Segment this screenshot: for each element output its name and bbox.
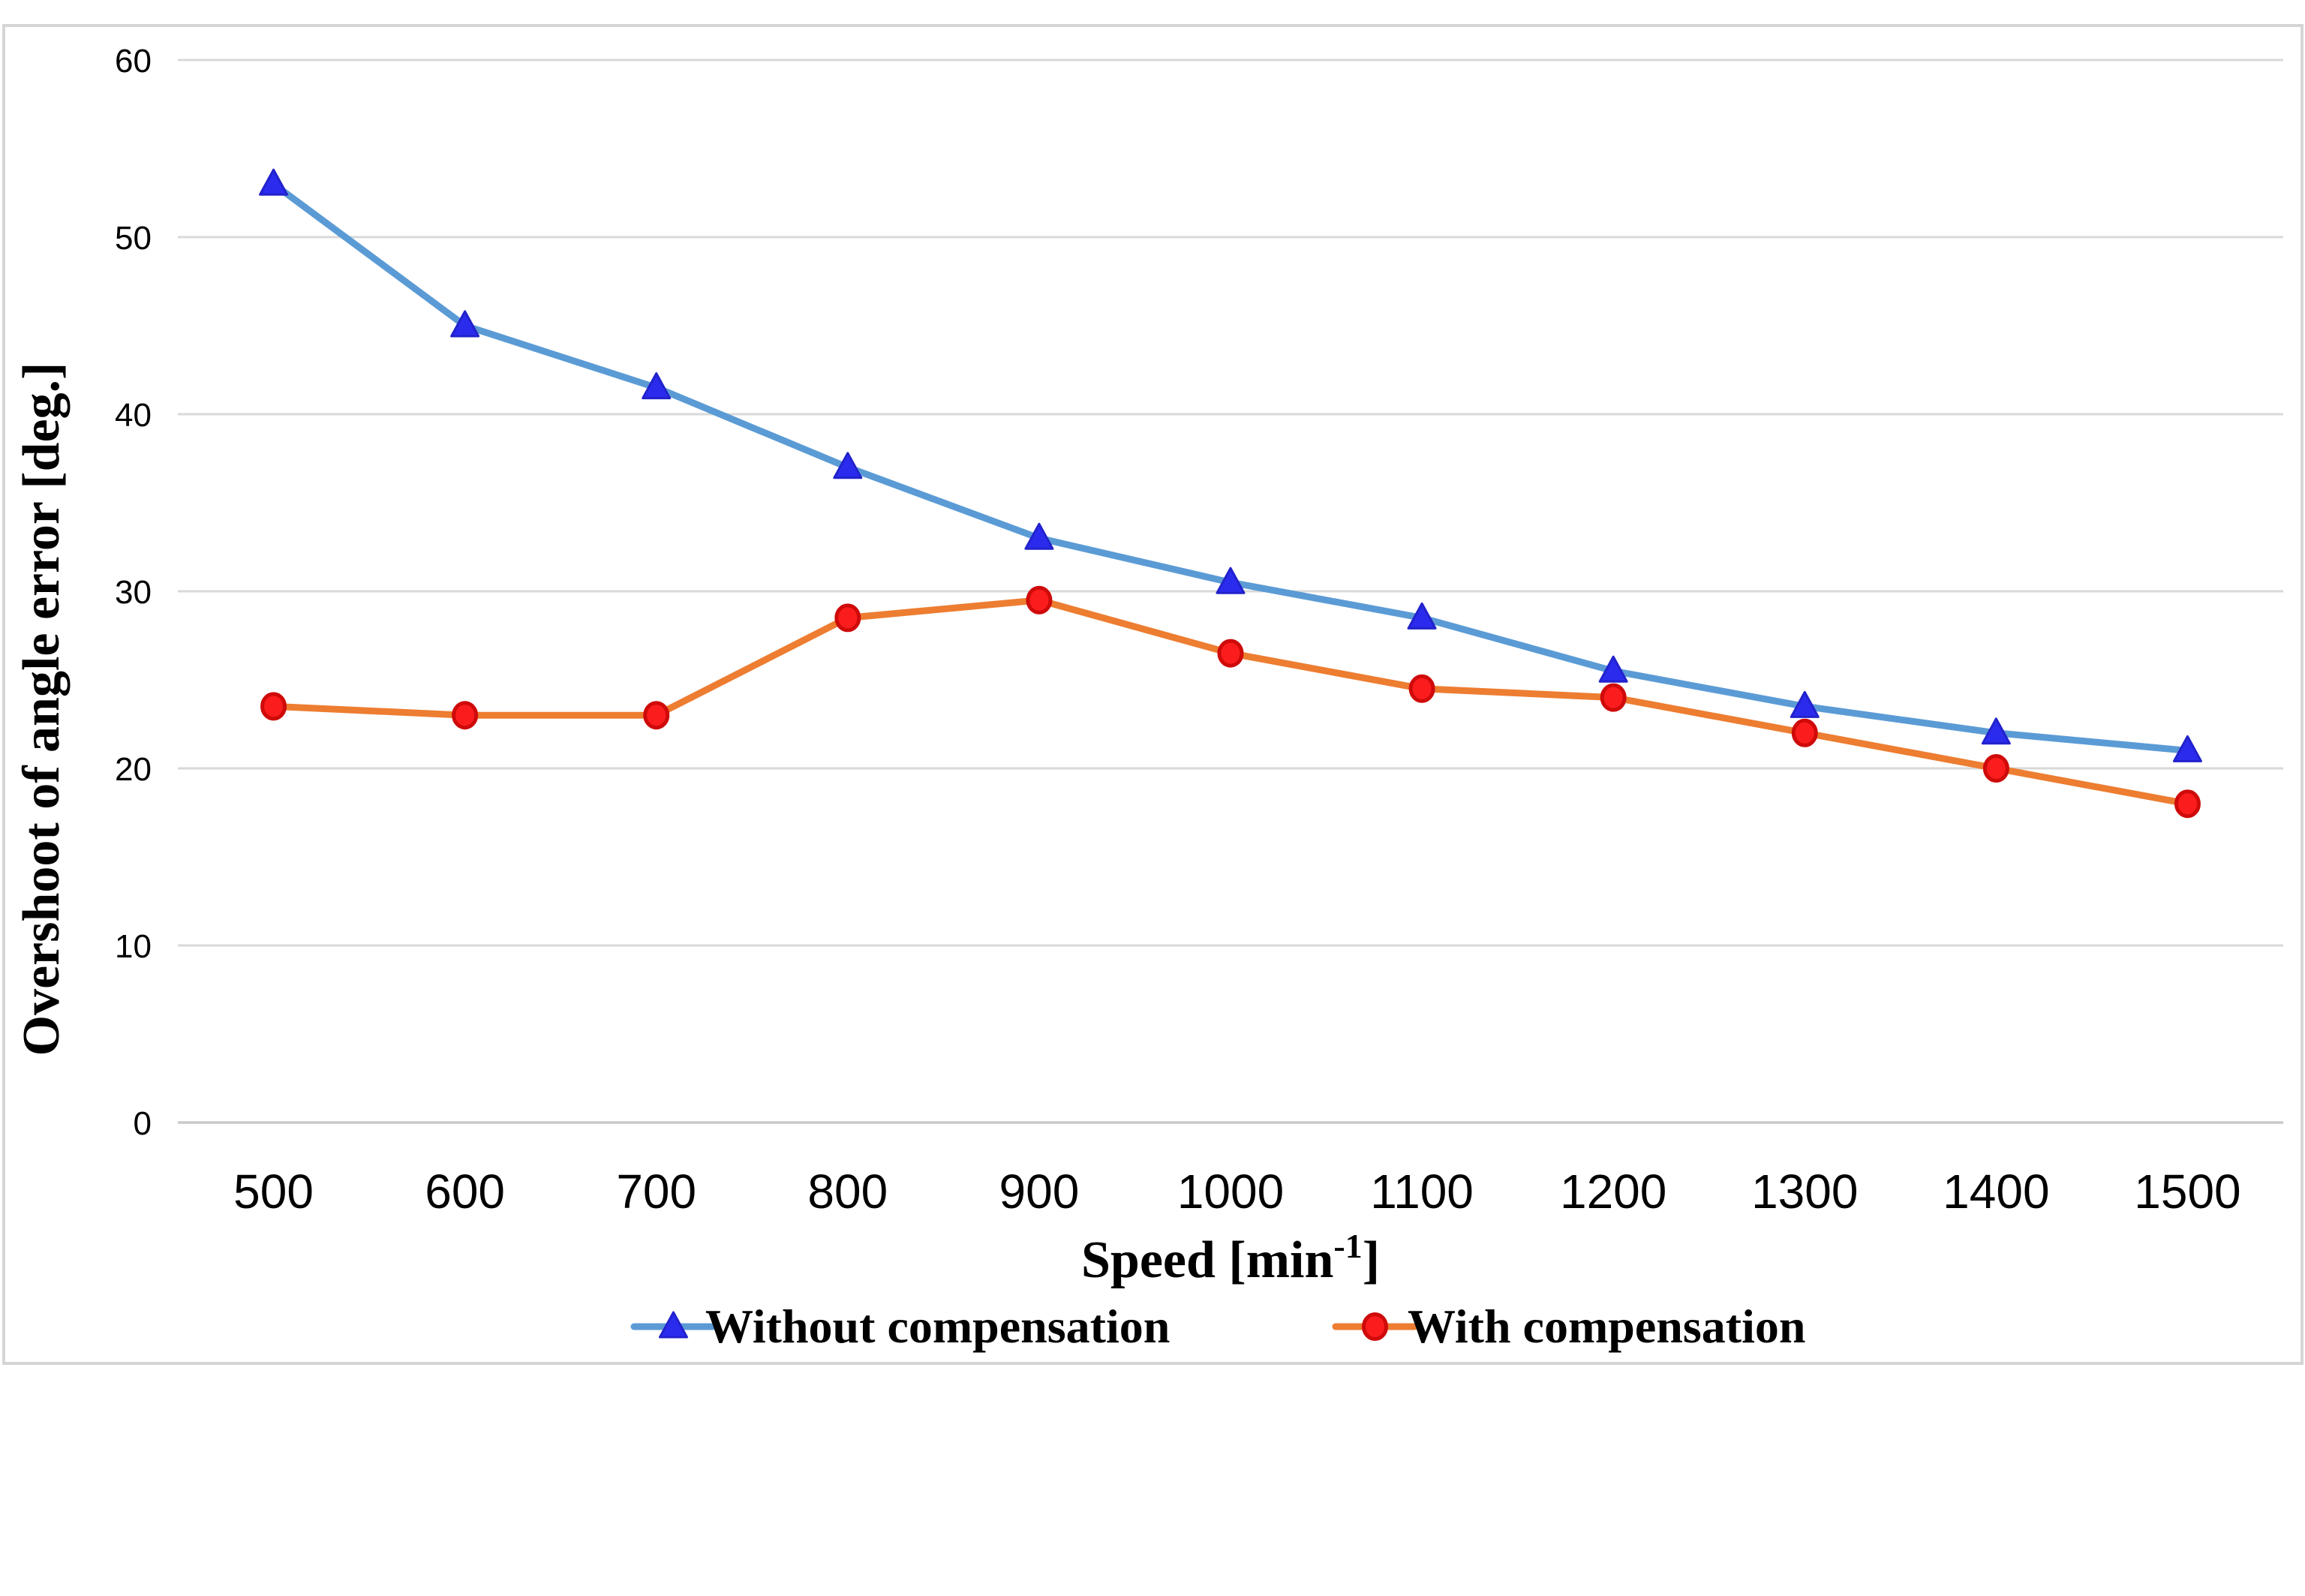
chart-border	[2, 24, 2303, 1365]
data-point-marker	[450, 310, 480, 338]
x-tick-label: 800	[807, 1165, 888, 1219]
legend-label-without-compensation: Without compensation	[705, 1300, 1170, 1353]
data-point-marker	[833, 452, 863, 479]
data-point-marker	[1217, 639, 1244, 668]
data-point-marker	[643, 701, 670, 730]
plot-area	[259, 168, 2202, 819]
data-point-marker	[260, 692, 287, 721]
x-tick-label: 1200	[1560, 1165, 1666, 1219]
data-point-marker	[659, 1311, 688, 1339]
x-tick-label: 900	[999, 1165, 1080, 1219]
x-axis-title-main: Speed [min	[1081, 1231, 1333, 1289]
data-point-marker	[1024, 522, 1054, 550]
y-tick-label: 40	[115, 397, 152, 434]
y-tick-label: 0	[134, 1105, 152, 1142]
data-point-marker	[1598, 655, 1628, 683]
y-tick-label: 20	[115, 751, 152, 788]
data-point-marker	[1407, 602, 1437, 630]
legend-label-with-compensation: With compensation	[1408, 1300, 1805, 1353]
legend: Without compensation With compensation	[630, 1300, 1805, 1353]
x-tick-label: 1500	[2134, 1165, 2240, 1219]
data-point-marker	[1791, 718, 1818, 747]
data-point-marker	[1216, 567, 1246, 594]
legend-circle-marker-icon	[1332, 1312, 1418, 1341]
x-tick-label: 1400	[1943, 1165, 2049, 1219]
x-tick-label: 1100	[1370, 1165, 1474, 1219]
data-point-marker	[2172, 735, 2202, 762]
y-axis-tick-labels: 0 10 20 30 40 50 60	[115, 43, 152, 1142]
x-tick-label: 1300	[1751, 1165, 1858, 1219]
x-tick-label: 700	[616, 1165, 696, 1219]
data-point-marker	[834, 603, 861, 633]
x-axis-title-superscript: -1	[1333, 1227, 1362, 1265]
x-axis-title: Speed [min-1]	[1081, 1227, 1380, 1289]
series-line-with-compensation	[270, 597, 2191, 807]
y-tick-label: 10	[115, 928, 152, 965]
x-tick-label: 1000	[1177, 1165, 1284, 1219]
data-point-marker	[1981, 717, 2011, 745]
data-point-marker	[259, 168, 289, 196]
data-point-marker	[1600, 683, 1627, 712]
data-point-marker	[2174, 789, 2201, 819]
legend-triangle-marker-icon	[630, 1311, 717, 1339]
data-point-marker	[1026, 585, 1053, 615]
data-point-marker	[452, 701, 479, 730]
data-point-marker	[1982, 754, 2009, 783]
x-tick-label: 600	[425, 1165, 505, 1219]
data-point-marker	[1790, 690, 1820, 718]
x-axis-tick-labels: 500 600 700 800 900 1000 1100 1200 1300 1400 1500	[233, 1165, 2240, 1219]
data-point-marker	[1408, 674, 1435, 703]
y-tick-label: 60	[115, 43, 152, 80]
y-tick-label: 50	[115, 220, 152, 257]
x-axis-title-suffix: ]	[1363, 1231, 1380, 1289]
data-point-marker	[1362, 1312, 1388, 1341]
y-tick-label: 30	[115, 574, 152, 611]
x-tick-label: 500	[233, 1165, 314, 1219]
data-point-marker	[642, 372, 672, 400]
gridlines	[178, 59, 2283, 1124]
y-axis-title: Overshoot of angle error [deg.]	[13, 362, 71, 1056]
